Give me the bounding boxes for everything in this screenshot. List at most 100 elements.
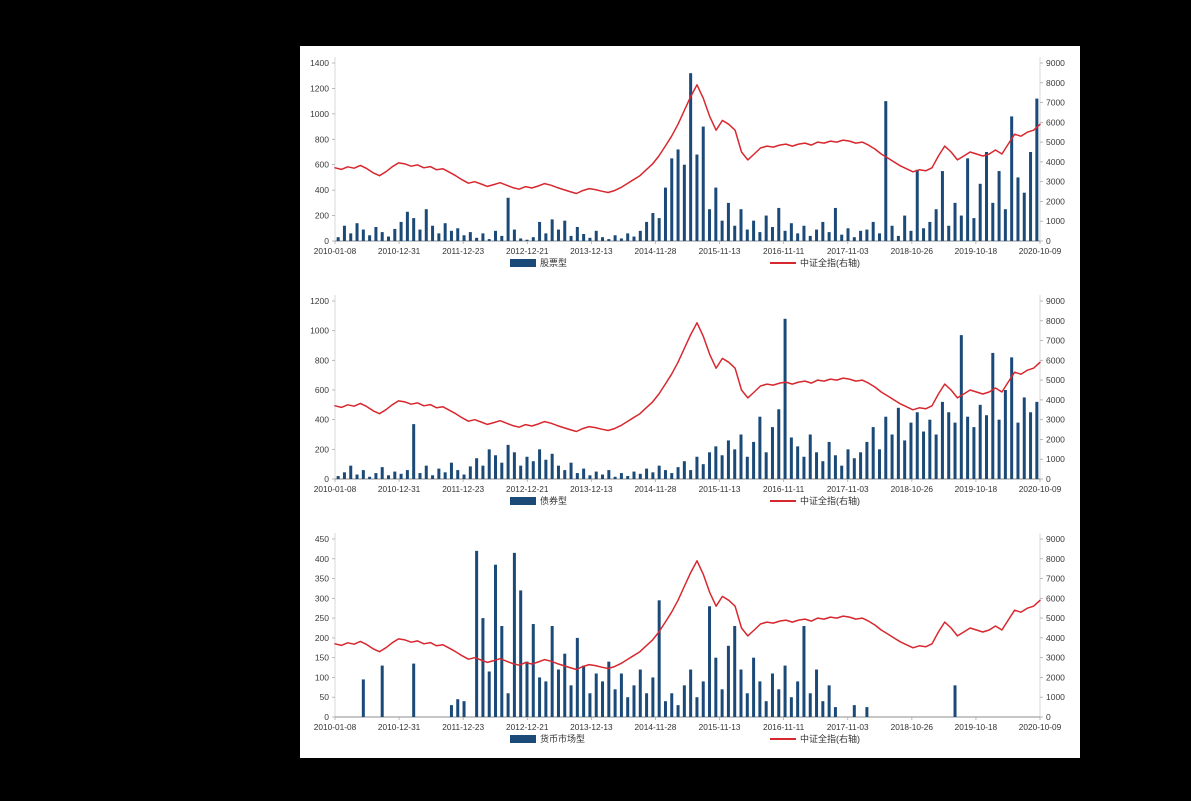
svg-text:1000: 1000 [1046, 692, 1065, 702]
svg-text:2019-10-18: 2019-10-18 [955, 484, 998, 494]
svg-text:2010-01-08: 2010-01-08 [314, 484, 357, 494]
line-series-label: 中证全指(右轴) [800, 734, 860, 744]
svg-text:8000: 8000 [1046, 554, 1065, 564]
svg-text:300: 300 [315, 593, 329, 603]
svg-text:1000: 1000 [310, 326, 329, 336]
svg-text:0: 0 [324, 236, 329, 246]
chart-legend: 货币市场型 中证全指(右轴) [300, 732, 1080, 750]
svg-text:0: 0 [1046, 712, 1051, 722]
line-legend-item: 中证全指(右轴) [770, 258, 860, 268]
svg-text:7000: 7000 [1046, 336, 1065, 346]
svg-text:8000: 8000 [1046, 78, 1065, 88]
svg-text:4000: 4000 [1046, 395, 1065, 405]
bar-series-label: 股票型 [540, 258, 568, 268]
line-legend-item: 中证全指(右轴) [770, 496, 860, 506]
bar-legend-item: 债券型 [510, 496, 567, 506]
svg-text:2017-11-03: 2017-11-03 [827, 484, 869, 494]
svg-text:600: 600 [315, 160, 329, 170]
bar-series [361, 550, 957, 717]
equity-fund-chart-plot: 0 200 400 600 800 1000 1200 1400 0 1000 2000 3000 40… [310, 57, 1065, 256]
svg-text:2018-10-26: 2018-10-26 [891, 722, 934, 732]
svg-text:5000: 5000 [1046, 613, 1065, 623]
bar-series-swatch [510, 735, 536, 743]
svg-text:2015-11-13: 2015-11-13 [699, 722, 741, 732]
svg-text:2012-12-21: 2012-12-21 [506, 246, 549, 256]
svg-text:8000: 8000 [1046, 316, 1065, 326]
svg-text:2016-11-11: 2016-11-11 [763, 484, 805, 494]
svg-text:9000: 9000 [1046, 58, 1065, 68]
svg-text:2015-11-13: 2015-11-13 [699, 484, 741, 494]
svg-text:2018-10-26: 2018-10-26 [891, 484, 934, 494]
svg-text:7000: 7000 [1046, 98, 1065, 108]
svg-text:2018-10-26: 2018-10-26 [891, 246, 934, 256]
svg-text:200: 200 [315, 444, 329, 454]
line-series [334, 560, 1041, 671]
svg-text:1200: 1200 [310, 83, 329, 93]
svg-text:2010-01-08: 2010-01-08 [314, 722, 357, 732]
svg-text:350: 350 [315, 574, 329, 584]
svg-text:5000: 5000 [1046, 375, 1065, 385]
svg-text:2020-10-09: 2020-10-09 [1019, 722, 1062, 732]
svg-text:4000: 4000 [1046, 157, 1065, 167]
svg-text:1000: 1000 [1046, 216, 1065, 226]
svg-text:2010-12-31: 2010-12-31 [378, 722, 421, 732]
svg-text:2014-11-28: 2014-11-28 [635, 484, 677, 494]
line-series-label: 中证全指(右轴) [800, 496, 860, 506]
svg-text:450: 450 [315, 534, 329, 544]
svg-text:3000: 3000 [1046, 653, 1065, 663]
svg-text:2012-12-21: 2012-12-21 [506, 722, 549, 732]
svg-text:2017-11-03: 2017-11-03 [827, 246, 869, 256]
svg-text:2013-12-13: 2013-12-13 [570, 484, 613, 494]
svg-text:50: 50 [320, 692, 330, 702]
bar-series-label: 货币市场型 [540, 734, 586, 744]
svg-text:1000: 1000 [310, 109, 329, 119]
svg-text:2020-10-09: 2020-10-09 [1019, 484, 1062, 494]
axis-tick-labels: 0 200 400 600 800 1000 1200 0 1000 2000 3000 4000 50… [310, 296, 1065, 494]
svg-text:2010-12-31: 2010-12-31 [378, 246, 421, 256]
svg-text:6000: 6000 [1046, 355, 1065, 365]
svg-text:2010-12-31: 2010-12-31 [378, 484, 421, 494]
svg-text:5000: 5000 [1046, 137, 1065, 147]
svg-text:9000: 9000 [1046, 534, 1065, 544]
svg-text:2012-12-21: 2012-12-21 [506, 484, 549, 494]
svg-text:2000: 2000 [1046, 434, 1065, 444]
line-series [334, 84, 1041, 195]
bar-series-swatch [510, 259, 536, 267]
svg-text:250: 250 [315, 613, 329, 623]
line-series-swatch [770, 262, 796, 264]
axis-tick-labels: 0 50 100 150 200 250 300 350 400 450 0 1000 2000 3000… [314, 534, 1065, 732]
svg-text:2019-10-18: 2019-10-18 [955, 722, 998, 732]
money-market-fund-chart: 0 50 100 150 200 250 300 350 400 450 0 1000 2000 3000… [300, 522, 1080, 760]
svg-text:2011-12-23: 2011-12-23 [442, 484, 484, 494]
line-legend-item: 中证全指(右轴) [770, 734, 860, 744]
bar-series [336, 73, 1039, 241]
svg-text:3000: 3000 [1046, 415, 1065, 425]
bond-fund-chart-plot: 0 200 400 600 800 1000 1200 0 1000 2000 3000 4000 50… [310, 295, 1065, 494]
svg-text:2000: 2000 [1046, 672, 1065, 682]
svg-text:1400: 1400 [310, 58, 329, 68]
equity-fund-chart: 0 200 400 600 800 1000 1200 1400 0 1000 2000 3000 40… [300, 46, 1080, 284]
bar-series-swatch [510, 497, 536, 505]
svg-text:2011-12-23: 2011-12-23 [442, 246, 484, 256]
svg-text:0: 0 [324, 474, 329, 484]
axes [332, 533, 1043, 720]
svg-text:2011-12-23: 2011-12-23 [442, 722, 484, 732]
bar-series [336, 318, 1039, 480]
svg-text:2013-12-13: 2013-12-13 [570, 722, 613, 732]
svg-text:1000: 1000 [1046, 454, 1065, 464]
svg-text:7000: 7000 [1046, 574, 1065, 584]
svg-text:4000: 4000 [1046, 633, 1065, 643]
line-series [334, 322, 1041, 433]
svg-text:400: 400 [315, 185, 329, 195]
line-series-swatch [770, 500, 796, 502]
svg-text:6000: 6000 [1046, 593, 1065, 603]
svg-text:6000: 6000 [1046, 117, 1065, 127]
svg-text:0: 0 [1046, 474, 1051, 484]
line-series-swatch [770, 738, 796, 740]
svg-text:2014-11-28: 2014-11-28 [635, 722, 677, 732]
svg-text:3000: 3000 [1046, 177, 1065, 187]
svg-text:2013-12-13: 2013-12-13 [570, 246, 613, 256]
svg-text:2014-11-28: 2014-11-28 [635, 246, 677, 256]
money-market-fund-chart-plot: 0 50 100 150 200 250 300 350 400 450 0 1000 2000 3000… [314, 533, 1065, 732]
svg-text:400: 400 [315, 415, 329, 425]
